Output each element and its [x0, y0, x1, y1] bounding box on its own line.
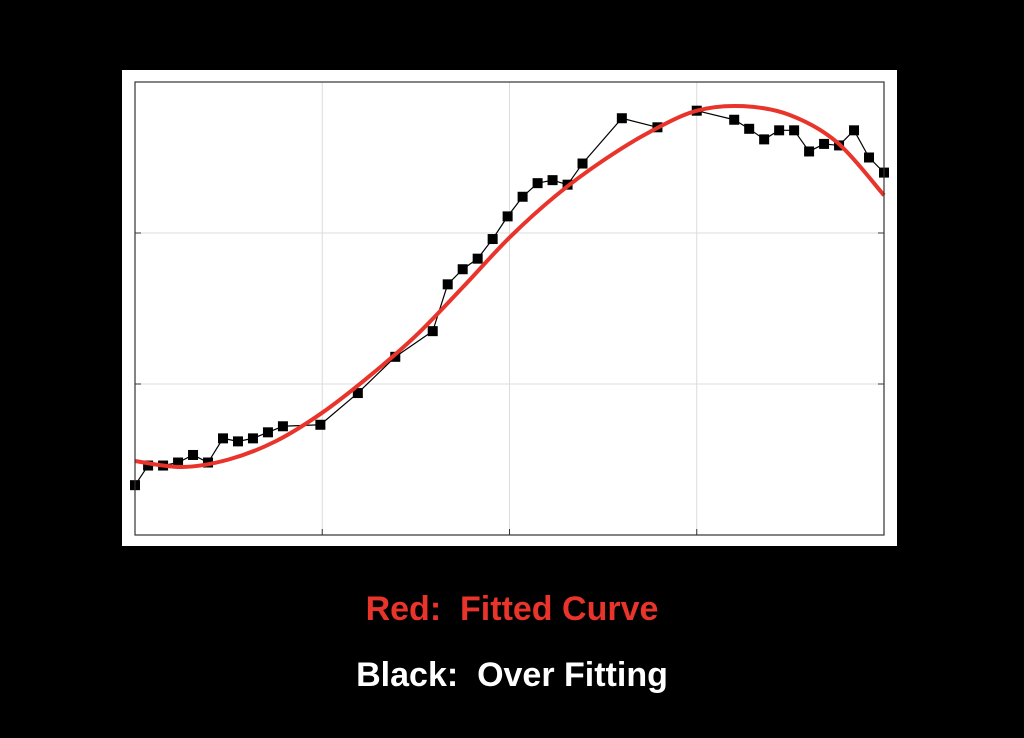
- data-point: [849, 125, 860, 136]
- data-point: [427, 326, 438, 337]
- data-point: [188, 449, 199, 460]
- data-point: [232, 436, 243, 447]
- data-point: [502, 211, 513, 222]
- data-point: [532, 178, 543, 189]
- data-point: [143, 460, 154, 471]
- data-point: [759, 134, 770, 145]
- data-point: [729, 114, 740, 125]
- data-point: [819, 138, 830, 149]
- data-point: [487, 234, 498, 245]
- plot-border: [134, 81, 885, 536]
- series-line: [134, 103, 886, 470]
- data-point: [517, 191, 528, 202]
- data-point: [789, 125, 800, 136]
- data-point: [457, 264, 468, 275]
- data-point: [315, 419, 326, 430]
- data-point: [472, 253, 483, 264]
- data-point: [218, 433, 229, 444]
- data-point: [547, 175, 558, 186]
- data-point: [577, 158, 588, 169]
- legend: Red: Fitted Curve Black: Over Fitting: [356, 590, 668, 694]
- data-point: [277, 421, 288, 432]
- legend-label: Black: Over Fitting: [356, 656, 668, 694]
- data-point: [247, 433, 258, 444]
- legend-label: Red: Fitted Curve: [366, 590, 659, 628]
- data-point: [774, 125, 785, 136]
- data-point: [352, 388, 363, 399]
- data-point: [442, 279, 453, 290]
- data-point: [616, 113, 627, 124]
- data-point: [173, 457, 184, 468]
- data-point: [864, 152, 875, 163]
- data-point: [804, 146, 815, 157]
- data-point: [744, 123, 755, 134]
- data-point: [262, 427, 273, 438]
